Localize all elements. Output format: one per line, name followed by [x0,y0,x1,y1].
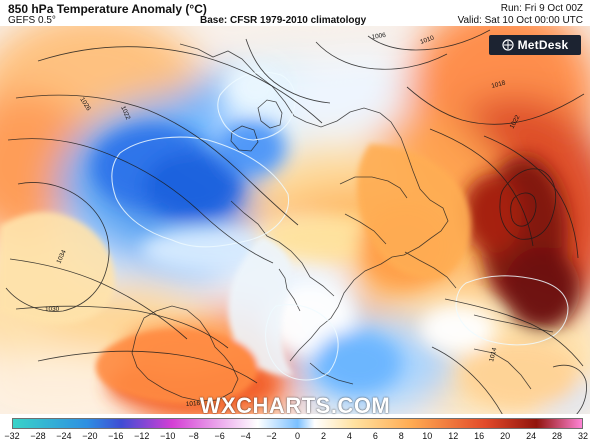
scale-label: 24 [526,431,537,441]
chart-title: 850 hPa Temperature Anomaly (°C) [8,2,207,16]
scale-label: −28 [30,431,46,441]
climatology-label: Base: CFSR 1979-2010 climatology [200,15,367,26]
scale-label: −24 [56,431,72,441]
scale-label: 12 [448,431,459,441]
temperature-scale-labels: −32 −28 −24 −20 −16 −12 −10 −8 −6 −4 −2 0 2 4 6 8 10 12 16… [4,431,588,443]
metdesk-logo-text: MetDesk [517,38,569,52]
isobar-label-1010: 1010 [419,34,435,46]
scale-label: −6 [214,431,225,441]
scale-label: 16 [474,431,485,441]
scale-label: 0 [294,431,301,441]
temperature-scale-bar [12,418,583,429]
metdesk-logo-icon [502,39,514,51]
temperature-anomaly-map: 1006 1010 1026 1022 1034 1030 1018 1022 … [0,26,590,414]
scale-label: −32 [4,431,20,441]
metdesk-logo: MetDesk [489,35,581,55]
scale-label: −10 [160,431,176,441]
valid-time-label: Valid: Sat 10 Oct 00:00 UTC [457,15,583,26]
isobar-label-1006: 1006 [371,32,387,41]
scale-label: 2 [320,431,326,441]
run-time-label: Run: Fri 9 Oct 00Z [500,3,583,14]
scale-label: −12 [134,431,150,441]
scale-label: 28 [552,431,563,441]
isobar-label-1018: 1018 [491,79,507,90]
scale-label: 20 [500,431,511,441]
scale-label: 6 [372,431,378,441]
scale-label: −2 [266,431,277,441]
isobar-label-1014: 1014 [488,347,498,363]
scale-label: −16 [108,431,124,441]
scale-label: 32 [577,431,589,441]
chart-header: 850 hPa Temperature Anomaly (°C) GEFS 0.… [0,0,590,26]
scale-label: −4 [240,431,251,441]
scale-label: 10 [422,431,433,441]
isobar-label-1030: 1030 [45,306,60,313]
isobar-label-1016: 1016 [186,400,201,408]
scale-label: −20 [82,431,98,441]
scale-label: 4 [346,431,352,441]
map-canvas: 1006 1010 1026 1022 1034 1030 1018 1022 … [0,26,590,414]
scale-label: −8 [188,431,199,441]
scale-label: 8 [398,431,404,441]
model-label: GEFS 0.5° [8,15,56,26]
wxcharts-watermark: WXCHARTS.COM [199,393,391,418]
